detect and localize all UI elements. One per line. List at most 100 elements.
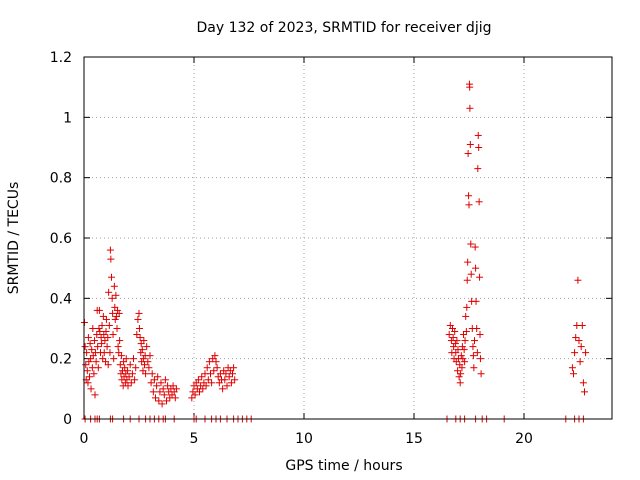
data-point bbox=[476, 273, 484, 281]
data-point bbox=[154, 373, 162, 381]
data-point bbox=[196, 388, 203, 396]
data-point bbox=[465, 201, 473, 209]
data-point bbox=[466, 140, 474, 148]
data-point bbox=[199, 385, 207, 393]
data-point bbox=[455, 373, 463, 381]
data-point bbox=[86, 340, 94, 348]
data-point bbox=[121, 364, 129, 372]
data-point bbox=[113, 306, 121, 314]
data-point bbox=[213, 364, 221, 372]
data-point bbox=[230, 364, 238, 372]
data-point bbox=[202, 382, 210, 390]
y-tick-label: 0.2 bbox=[50, 352, 72, 368]
data-point bbox=[138, 358, 146, 366]
data-point bbox=[222, 370, 230, 378]
data-point bbox=[140, 337, 148, 345]
data-point bbox=[108, 294, 116, 302]
data-point bbox=[469, 352, 477, 360]
data-point bbox=[476, 355, 484, 363]
data-point bbox=[577, 343, 585, 351]
data-point bbox=[142, 370, 150, 378]
x-tick-label: 15 bbox=[405, 431, 423, 447]
x-tick-label: 5 bbox=[190, 431, 199, 447]
data-point bbox=[221, 376, 229, 384]
data-point bbox=[171, 394, 179, 402]
data-point bbox=[475, 198, 483, 206]
data-point bbox=[81, 343, 89, 351]
y-tick-label: 0.4 bbox=[50, 291, 72, 307]
data-point bbox=[136, 334, 144, 342]
data-point bbox=[157, 379, 165, 387]
data-point bbox=[144, 358, 152, 366]
data-point bbox=[126, 361, 134, 369]
data-point bbox=[451, 340, 459, 348]
data-point bbox=[172, 385, 180, 393]
data-point bbox=[114, 343, 122, 351]
data-point bbox=[141, 361, 148, 369]
data-point bbox=[134, 315, 142, 323]
data-point bbox=[161, 376, 169, 384]
data-point bbox=[112, 291, 120, 299]
data-point bbox=[139, 355, 147, 363]
data-point bbox=[88, 346, 96, 354]
data-point bbox=[160, 391, 168, 399]
data-point bbox=[582, 349, 590, 357]
data-point bbox=[128, 370, 136, 378]
data-point bbox=[462, 328, 470, 336]
data-point bbox=[472, 297, 480, 305]
data-point bbox=[477, 370, 485, 378]
data-point bbox=[109, 331, 117, 339]
data-point bbox=[465, 192, 473, 200]
data-point bbox=[454, 367, 462, 375]
data-point bbox=[127, 379, 135, 387]
data-point bbox=[231, 376, 239, 384]
data-point bbox=[575, 337, 583, 345]
data-point bbox=[194, 376, 202, 384]
data-point bbox=[207, 370, 214, 378]
data-point bbox=[84, 379, 92, 387]
data-point bbox=[132, 364, 140, 372]
data-point bbox=[113, 325, 121, 332]
data-point bbox=[210, 367, 218, 375]
data-point bbox=[472, 264, 480, 272]
data-point bbox=[476, 331, 484, 339]
data-points bbox=[80, 80, 590, 423]
data-point bbox=[198, 373, 206, 381]
data-point bbox=[131, 376, 139, 384]
data-point bbox=[94, 343, 102, 351]
data-point bbox=[463, 276, 471, 284]
data-point bbox=[135, 309, 143, 317]
data-point bbox=[191, 391, 199, 399]
data-point bbox=[474, 131, 482, 139]
data-point bbox=[156, 388, 164, 396]
data-point bbox=[581, 388, 588, 396]
data-point bbox=[91, 391, 99, 399]
data-point bbox=[467, 270, 475, 278]
data-point bbox=[102, 315, 110, 323]
data-point bbox=[163, 397, 170, 405]
data-point bbox=[208, 379, 216, 387]
data-point bbox=[204, 376, 212, 384]
data-point bbox=[110, 355, 118, 363]
data-point bbox=[89, 325, 97, 332]
data-point bbox=[148, 370, 156, 378]
data-point bbox=[572, 334, 580, 342]
data-point bbox=[223, 382, 231, 390]
data-point bbox=[212, 358, 220, 366]
data-point bbox=[124, 382, 132, 390]
x-tick-label: 0 bbox=[80, 431, 89, 447]
data-point bbox=[95, 325, 103, 332]
data-point bbox=[124, 367, 132, 375]
data-point bbox=[104, 334, 112, 342]
data-point bbox=[451, 328, 459, 336]
y-tick-label: 1 bbox=[63, 110, 72, 126]
data-point bbox=[466, 83, 474, 91]
y-tick-label: 0.6 bbox=[50, 231, 72, 247]
data-point bbox=[116, 337, 124, 345]
data-point bbox=[453, 337, 461, 345]
data-point bbox=[469, 343, 477, 351]
grid-lines bbox=[84, 57, 612, 419]
data-point bbox=[471, 337, 478, 345]
data-point bbox=[571, 349, 579, 357]
data-point bbox=[227, 379, 235, 387]
